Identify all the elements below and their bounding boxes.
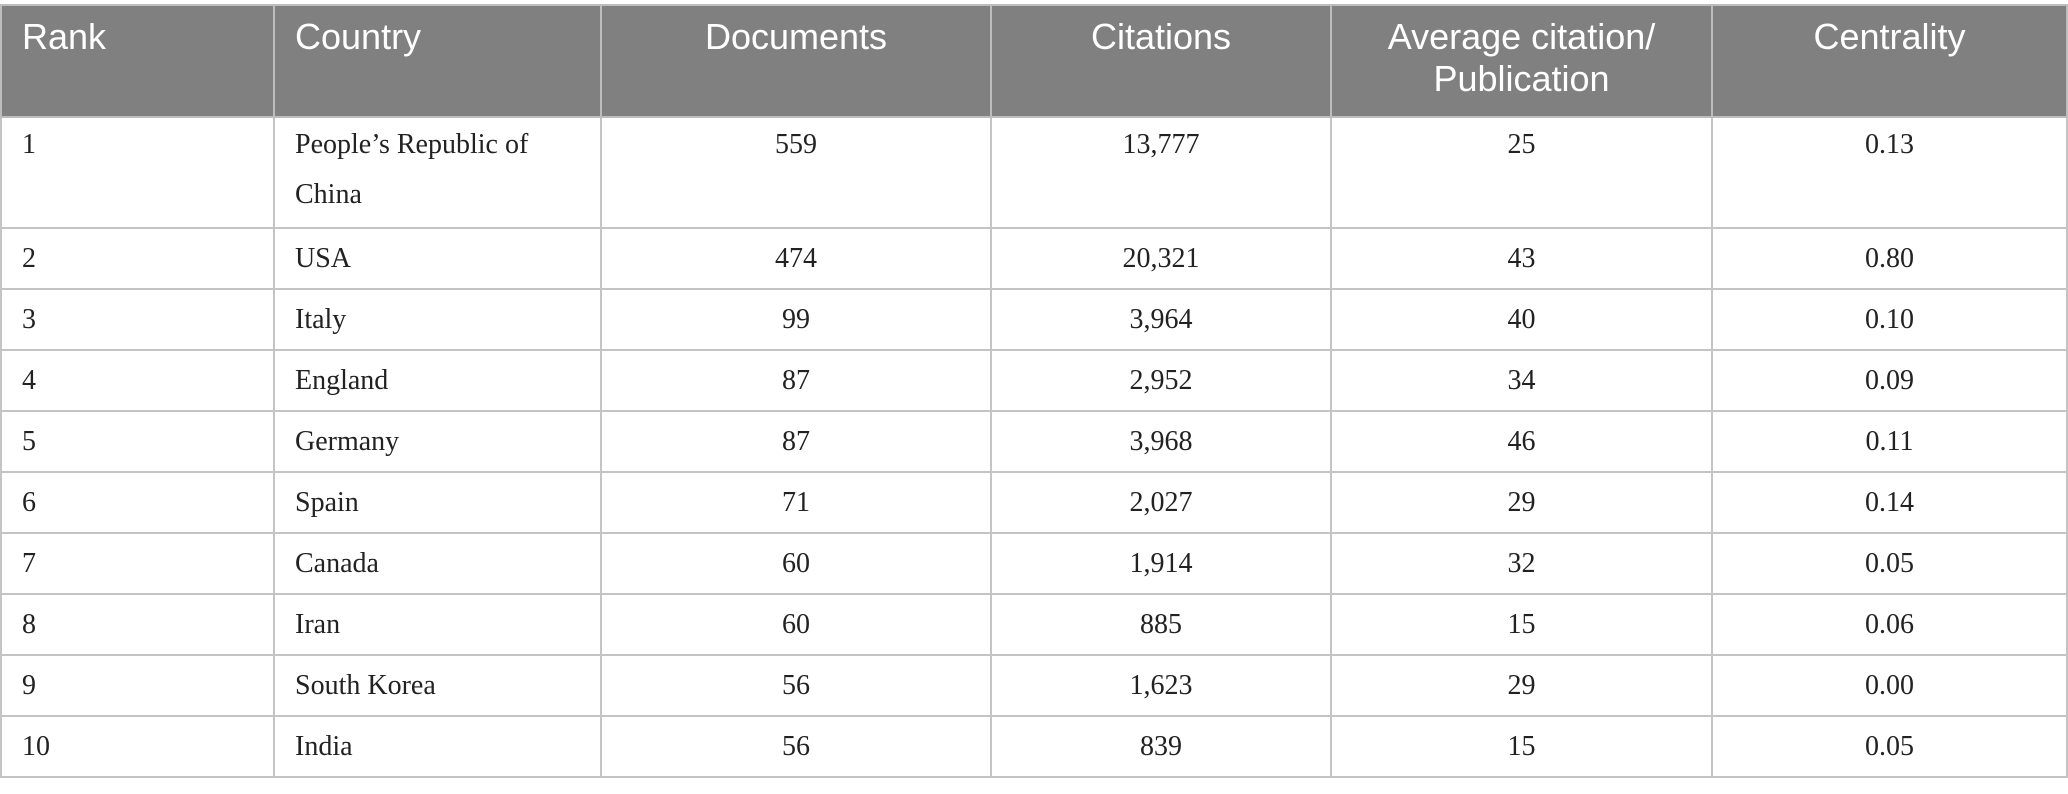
cell-rank: 10 [0, 715, 275, 778]
cell-documents: 87 [600, 410, 992, 473]
cell-rank: 8 [0, 593, 275, 656]
cell-documents: 99 [600, 288, 992, 351]
table-row: 8 Iran 60 885 15 0.06 [0, 593, 2068, 656]
cell-citations: 2,027 [990, 471, 1332, 534]
cell-centrality: 0.00 [1711, 654, 2068, 717]
table-row: 1 People’s Republic of China 559 13,777 25 0.… [0, 116, 2068, 229]
cell-centrality: 0.06 [1711, 593, 2068, 656]
table-row: 6 Spain 71 2,027 29 0.14 [0, 471, 2068, 534]
cell-centrality: 0.14 [1711, 471, 2068, 534]
cell-citations: 3,968 [990, 410, 1332, 473]
cell-country: Iran [273, 593, 602, 656]
cell-documents: 71 [600, 471, 992, 534]
cell-country: Spain [273, 471, 602, 534]
cell-citations: 20,321 [990, 227, 1332, 290]
cell-rank: 9 [0, 654, 275, 717]
cell-citations: 885 [990, 593, 1332, 656]
table-row: 7 Canada 60 1,914 32 0.05 [0, 532, 2068, 595]
cell-average-citation: 43 [1330, 227, 1713, 290]
cell-country: People’s Republic of China [273, 116, 602, 229]
cell-average-citation: 32 [1330, 532, 1713, 595]
cell-rank: 7 [0, 532, 275, 595]
table-row: 5 Germany 87 3,968 46 0.11 [0, 410, 2068, 473]
cell-citations: 1,623 [990, 654, 1332, 717]
cell-country: South Korea [273, 654, 602, 717]
cell-average-citation: 34 [1330, 349, 1713, 412]
cell-average-citation: 15 [1330, 593, 1713, 656]
cell-citations: 839 [990, 715, 1332, 778]
cell-documents: 87 [600, 349, 992, 412]
table-row: 10 India 56 839 15 0.05 [0, 715, 2068, 778]
cell-documents: 56 [600, 715, 992, 778]
cell-rank: 2 [0, 227, 275, 290]
cell-country: Canada [273, 532, 602, 595]
header-centrality: Centrality [1711, 4, 2068, 118]
cell-country: Germany [273, 410, 602, 473]
cell-average-citation: 29 [1330, 471, 1713, 534]
header-average-citation: Average citation/ Publication [1330, 4, 1713, 118]
header-citations: Citations [990, 4, 1332, 118]
cell-average-citation: 46 [1330, 410, 1713, 473]
table-row: 4 England 87 2,952 34 0.09 [0, 349, 2068, 412]
cell-country: USA [273, 227, 602, 290]
cell-average-citation: 15 [1330, 715, 1713, 778]
cell-citations: 13,777 [990, 116, 1332, 229]
cell-country: England [273, 349, 602, 412]
cell-documents: 60 [600, 593, 992, 656]
cell-country: Italy [273, 288, 602, 351]
cell-average-citation: 40 [1330, 288, 1713, 351]
cell-rank: 5 [0, 410, 275, 473]
table-header: Rank Country Documents Citations Average… [0, 4, 2068, 118]
cell-rank: 4 [0, 349, 275, 412]
table-row: 9 South Korea 56 1,623 29 0.00 [0, 654, 2068, 717]
cell-citations: 3,964 [990, 288, 1332, 351]
header-documents: Documents [600, 4, 992, 118]
cell-centrality: 0.09 [1711, 349, 2068, 412]
cell-documents: 559 [600, 116, 992, 229]
cell-rank: 3 [0, 288, 275, 351]
cell-centrality: 0.05 [1711, 715, 2068, 778]
cell-centrality: 0.10 [1711, 288, 2068, 351]
cell-documents: 56 [600, 654, 992, 717]
cell-rank: 1 [0, 116, 275, 229]
cell-centrality: 0.11 [1711, 410, 2068, 473]
cell-documents: 60 [600, 532, 992, 595]
table-row: 2 USA 474 20,321 43 0.80 [0, 227, 2068, 290]
cell-citations: 2,952 [990, 349, 1332, 412]
country-ranking-table: Rank Country Documents Citations Average… [0, 4, 2068, 778]
header-rank: Rank [0, 4, 275, 118]
cell-centrality: 0.80 [1711, 227, 2068, 290]
table-row: 3 Italy 99 3,964 40 0.10 [0, 288, 2068, 351]
cell-average-citation: 25 [1330, 116, 1713, 229]
cell-documents: 474 [600, 227, 992, 290]
country-ranking-table-container: Rank Country Documents Citations Average… [0, 4, 2068, 778]
cell-citations: 1,914 [990, 532, 1332, 595]
cell-rank: 6 [0, 471, 275, 534]
header-row: Rank Country Documents Citations Average… [0, 4, 2068, 118]
header-country: Country [273, 4, 602, 118]
cell-centrality: 0.13 [1711, 116, 2068, 229]
cell-country: India [273, 715, 602, 778]
cell-centrality: 0.05 [1711, 532, 2068, 595]
cell-average-citation: 29 [1330, 654, 1713, 717]
table-body: 1 People’s Republic of China 559 13,777 25 0.… [0, 116, 2068, 778]
